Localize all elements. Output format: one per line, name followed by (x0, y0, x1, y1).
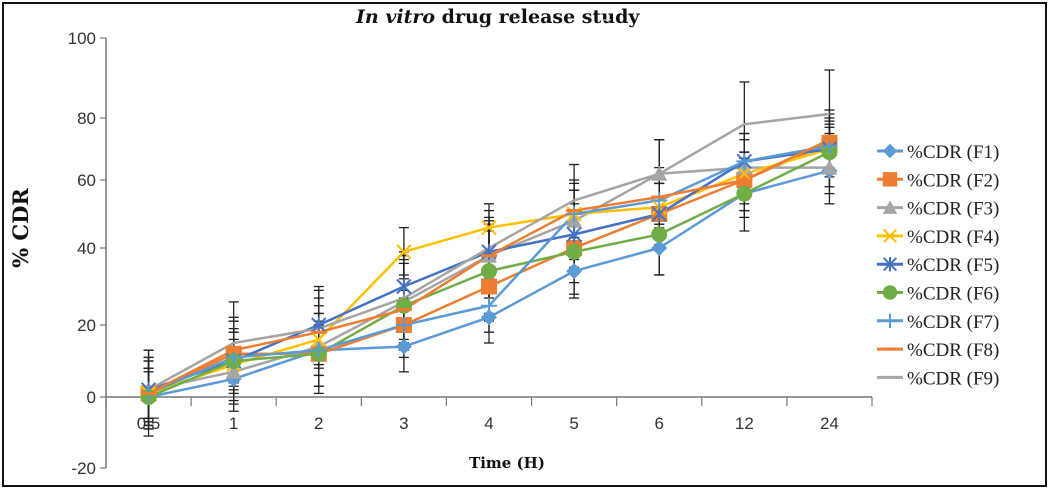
legend-marker (882, 228, 898, 243)
x-tick-label: 1 (229, 414, 238, 433)
data-point (736, 185, 753, 202)
legend-label: %CDR (F8) (907, 340, 999, 361)
y-tick-label: 40 (77, 239, 96, 258)
data-point (736, 166, 753, 182)
y-tick-label: 80 (77, 109, 96, 128)
data-point (310, 342, 327, 359)
x-tick-label: 6 (654, 414, 663, 433)
legend-item-4: %CDR (F4) (877, 227, 999, 248)
data-point (566, 206, 583, 222)
legend-item-7: %CDR (F7) (877, 312, 999, 333)
legend-marker (882, 285, 898, 300)
data-point (651, 240, 668, 256)
y-tick-label: 100 (68, 29, 96, 48)
y-tick-label: 0 (87, 388, 96, 407)
legend-label: %CDR (F1) (907, 142, 999, 163)
y-tick-label: 60 (77, 171, 96, 190)
data-point (481, 309, 497, 326)
x-tick-label: 24 (820, 414, 839, 433)
data-point (736, 153, 753, 170)
data-point (566, 226, 582, 243)
y-tick-label: 20 (77, 316, 96, 335)
data-point (651, 165, 668, 181)
legend-label: %CDR (F6) (907, 284, 999, 305)
data-point (311, 317, 327, 333)
data-point (481, 278, 497, 295)
data-point (225, 349, 242, 366)
data-point (481, 219, 497, 236)
data-point (821, 159, 838, 175)
data-point (395, 338, 412, 355)
data-point (651, 192, 668, 209)
data-point (651, 226, 668, 243)
x-tick-label: 4 (484, 414, 493, 433)
legend-label: %CDR (F3) (907, 199, 999, 220)
data-point (395, 297, 412, 314)
legend-label: %CDR (F2) (907, 170, 999, 191)
legend-label: %CDR (F4) (907, 227, 999, 248)
legend-marker (882, 257, 898, 272)
data-point (566, 263, 583, 280)
data-point (651, 206, 667, 222)
error-bar (739, 81, 750, 159)
data-point (225, 363, 242, 379)
data-point (566, 243, 583, 260)
legend-label: %CDR (F5) (907, 255, 999, 276)
x-tick-label: 3 (399, 414, 408, 433)
legend-item-1: %CDR (F1) (877, 142, 999, 163)
y-tick-label: -20 (71, 459, 96, 478)
chart-title-italic: In vitro (355, 6, 435, 28)
y-axis-label: % CDR (8, 188, 33, 268)
data-point (395, 317, 412, 333)
chart-title-rest: drug release study (435, 6, 640, 28)
x-axis-label: Time (H) (469, 454, 545, 472)
data-point (396, 244, 412, 260)
chart-title: In vitro drug release study (355, 6, 640, 28)
data-point (311, 331, 327, 348)
legend-marker (882, 172, 898, 187)
legend-marker (882, 143, 898, 159)
legend-item-8: %CDR (F8) (877, 340, 999, 361)
legend-item-3: %CDR (F3) (877, 199, 999, 220)
x-tick-label: 2 (314, 414, 323, 433)
legend-item-9: %CDR (F9) (877, 368, 999, 389)
legend-label: %CDR (F7) (907, 312, 999, 333)
legend-label: %CDR (F9) (907, 368, 999, 389)
legend-item-5: %CDR (F5) (877, 255, 999, 276)
x-tick-label: 12 (735, 414, 754, 433)
legend-item-2: %CDR (F2) (877, 170, 999, 191)
data-point (396, 278, 412, 295)
data-point (481, 297, 497, 314)
x-tick-label: 5 (569, 414, 578, 433)
data-point (481, 263, 497, 280)
legend-item-6: %CDR (F6) (877, 284, 999, 305)
legend-marker (882, 313, 898, 328)
legend-marker (882, 200, 898, 214)
